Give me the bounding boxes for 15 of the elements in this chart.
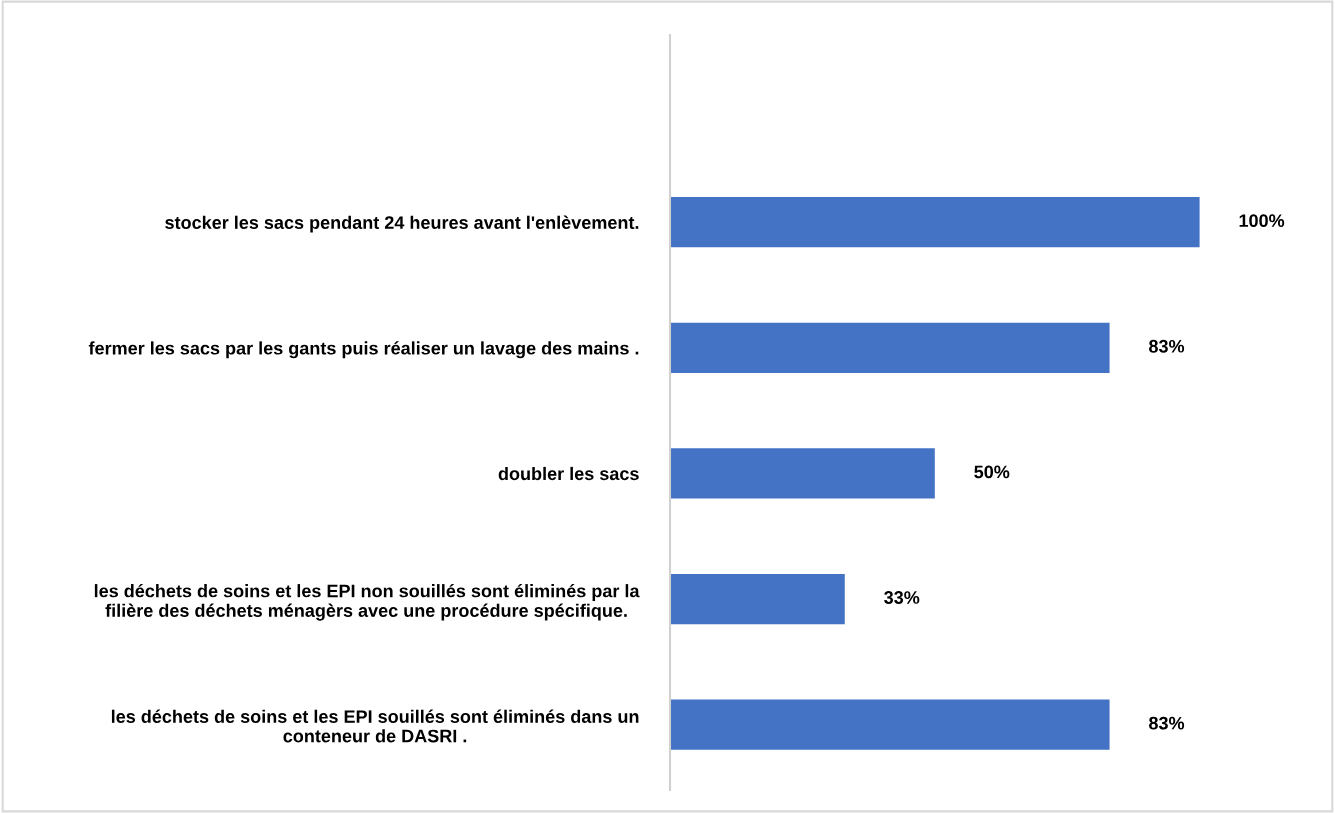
y-tick-label: fermer les sacs par les gants puis réaliser un lavage des mains . xyxy=(88,341,639,359)
bar xyxy=(670,699,1110,750)
y-tick-label: stocker les sacs pendant 24 heures avant l'enlèvement. xyxy=(165,215,639,233)
bar xyxy=(670,448,935,499)
data-label: 83% xyxy=(1149,716,1185,730)
bar xyxy=(670,197,1200,248)
y-tick-label: les déchets de soins et les EPI souillés sont éliminés dans un conteneur de DASRI . xyxy=(111,709,639,743)
data-label: 100% xyxy=(1239,214,1285,228)
data-label: 50% xyxy=(974,465,1010,479)
data-label: 83% xyxy=(1149,339,1185,353)
y-tick-label: les déchets de soins et les EPI non souillés sont éliminés par la filière des déchets ménagèrs avec une procédure spécifique. xyxy=(94,583,640,621)
bar xyxy=(670,573,845,625)
bar xyxy=(670,322,1110,373)
y-tick-label: doubler les sacs xyxy=(498,466,639,481)
data-label: 33% xyxy=(884,591,920,604)
